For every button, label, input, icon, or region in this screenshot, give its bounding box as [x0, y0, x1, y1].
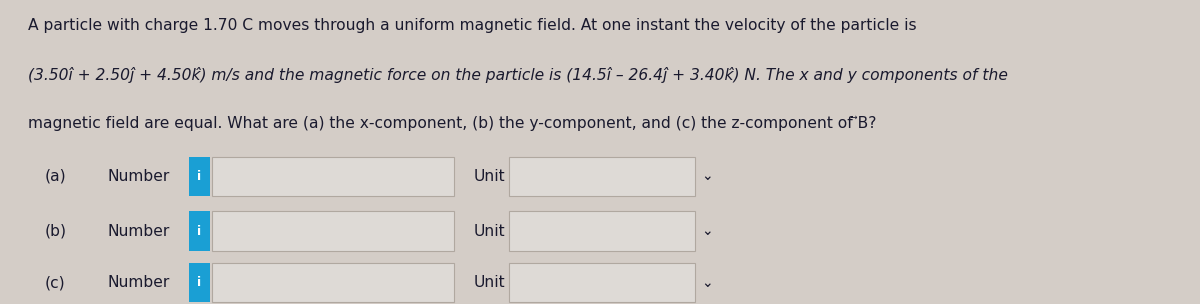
Text: (c): (c)	[46, 275, 66, 290]
FancyBboxPatch shape	[190, 157, 210, 196]
FancyBboxPatch shape	[509, 263, 695, 302]
Text: ⌄: ⌄	[701, 169, 713, 183]
Text: Number: Number	[107, 275, 169, 290]
Text: Unit: Unit	[473, 275, 505, 290]
FancyBboxPatch shape	[212, 211, 454, 251]
Text: Unit: Unit	[473, 223, 505, 239]
Text: ⌄: ⌄	[701, 276, 713, 290]
Text: (a): (a)	[46, 169, 67, 184]
Text: i: i	[197, 276, 202, 289]
FancyBboxPatch shape	[509, 211, 695, 251]
FancyBboxPatch shape	[190, 211, 210, 251]
Text: A particle with charge 1.70 C moves through a uniform magnetic field. At one ins: A particle with charge 1.70 C moves thro…	[28, 18, 917, 33]
Text: magnetic field are equal. What are (a) the x-component, (b) the y-component, and: magnetic field are equal. What are (a) t…	[28, 116, 877, 131]
FancyBboxPatch shape	[509, 157, 695, 196]
Text: i: i	[197, 170, 202, 183]
FancyBboxPatch shape	[190, 263, 210, 302]
Text: ⌄: ⌄	[701, 224, 713, 238]
FancyBboxPatch shape	[212, 263, 454, 302]
FancyBboxPatch shape	[212, 157, 454, 196]
Text: (b): (b)	[46, 223, 67, 239]
Text: Number: Number	[107, 223, 169, 239]
Text: (3.50î + 2.50ĵ + 4.50k̂) m/s and the magnetic force on the particle is (14.5î – : (3.50î + 2.50ĵ + 4.50k̂) m/s and the mag…	[28, 67, 1008, 83]
Text: Number: Number	[107, 169, 169, 184]
Text: Unit: Unit	[473, 169, 505, 184]
Text: i: i	[197, 225, 202, 237]
